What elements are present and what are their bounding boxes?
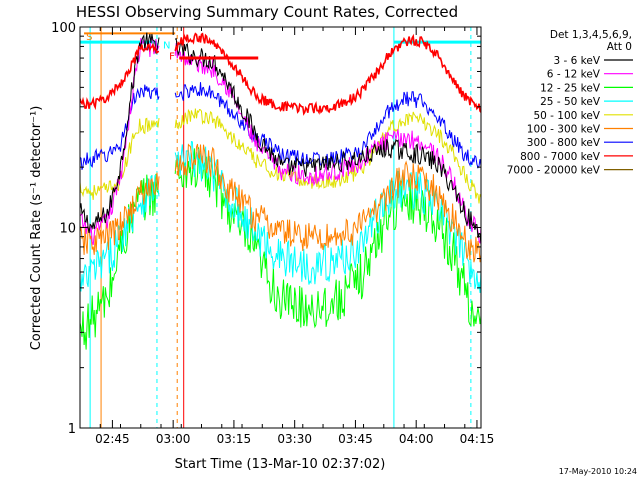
legend-label: 50 - 100 keV <box>533 110 600 122</box>
legend-label: 800 - 7000 keV <box>520 151 601 163</box>
legend-label: 3 - 6 keV <box>553 55 600 67</box>
chart-title: HESSI Observing Summary Count Rates, Cor… <box>76 3 458 21</box>
y-tick-label: 100 <box>51 21 76 36</box>
x-tick-label: 03:00 <box>156 432 191 446</box>
legend-label: 300 - 800 keV <box>527 137 601 149</box>
series-line <box>174 143 481 263</box>
x-tick-label: 02:45 <box>95 432 130 446</box>
series-line <box>174 108 481 204</box>
legend-title: Det 1,3,4,5,6,9, <box>550 29 632 41</box>
x-tick-label: 04:15 <box>460 432 495 446</box>
x-axis-label: Start Time (13-Mar-10 02:37:02) <box>175 457 386 472</box>
annotation-n: N <box>163 40 170 51</box>
legend-title: Att 0 <box>607 41 632 53</box>
y-tick-label: 10 <box>59 222 76 237</box>
series-line <box>174 43 481 244</box>
footer-timestamp: 17-May-2010 10:24 <box>559 467 637 476</box>
legend-label: 7000 - 20000 keV <box>507 165 601 177</box>
legend-label: 25 - 50 keV <box>540 96 601 108</box>
legend: Det 1,3,4,5,6,9,Att 0 3 - 6 keV 6 - 12 keV… <box>507 29 633 177</box>
series-line <box>80 172 160 255</box>
annotation-f: F <box>169 52 175 63</box>
legend-label: 6 - 12 keV <box>547 69 601 81</box>
y-tick-label: 1 <box>68 422 76 437</box>
series-line <box>174 37 481 245</box>
x-tick-label: 03:30 <box>277 432 312 446</box>
y-axis-label: Corrected Count Rate (s⁻¹ detector⁻¹) <box>29 106 44 351</box>
annotation-s: S <box>86 32 92 43</box>
x-tick-label: 03:15 <box>217 432 252 446</box>
x-tick-label: 03:45 <box>338 432 373 446</box>
x-tick-label: 04:00 <box>399 432 434 446</box>
legend-label: 12 - 25 keV <box>540 82 601 94</box>
series-line <box>80 42 160 111</box>
y-axis: 1 10 100 <box>51 21 481 437</box>
x-axis: 02:45 03:00 03:15 03:30 03:45 04:00 04:15 <box>79 27 495 446</box>
series-line <box>80 84 160 170</box>
legend-label: 100 - 300 keV <box>527 124 601 136</box>
series-line <box>80 32 160 233</box>
